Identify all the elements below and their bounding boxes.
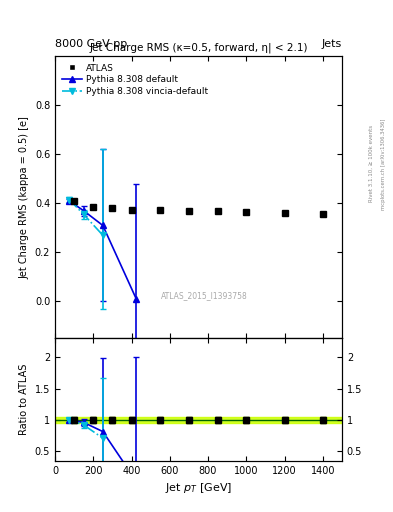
Text: ATLAS_2015_I1393758: ATLAS_2015_I1393758 <box>161 291 248 301</box>
Text: Rivet 3.1.10, ≥ 100k events: Rivet 3.1.10, ≥ 100k events <box>369 125 374 202</box>
Bar <box>55 417 342 423</box>
Text: 8000 GeV pp: 8000 GeV pp <box>55 38 127 49</box>
Y-axis label: Jet Charge RMS (kappa = 0.5) [e]: Jet Charge RMS (kappa = 0.5) [e] <box>19 116 29 279</box>
Title: Jet Charge RMS (κ=0.5, forward, η| < 2.1): Jet Charge RMS (κ=0.5, forward, η| < 2.1… <box>89 43 308 53</box>
Legend: ATLAS, Pythia 8.308 default, Pythia 8.308 vincia-default: ATLAS, Pythia 8.308 default, Pythia 8.30… <box>59 61 211 99</box>
Text: mcplots.cern.ch [arXiv:1306.3436]: mcplots.cern.ch [arXiv:1306.3436] <box>381 118 386 209</box>
X-axis label: Jet $p_T$ [GeV]: Jet $p_T$ [GeV] <box>165 481 232 495</box>
Y-axis label: Ratio to ATLAS: Ratio to ATLAS <box>19 364 29 435</box>
Text: Jets: Jets <box>321 38 342 49</box>
